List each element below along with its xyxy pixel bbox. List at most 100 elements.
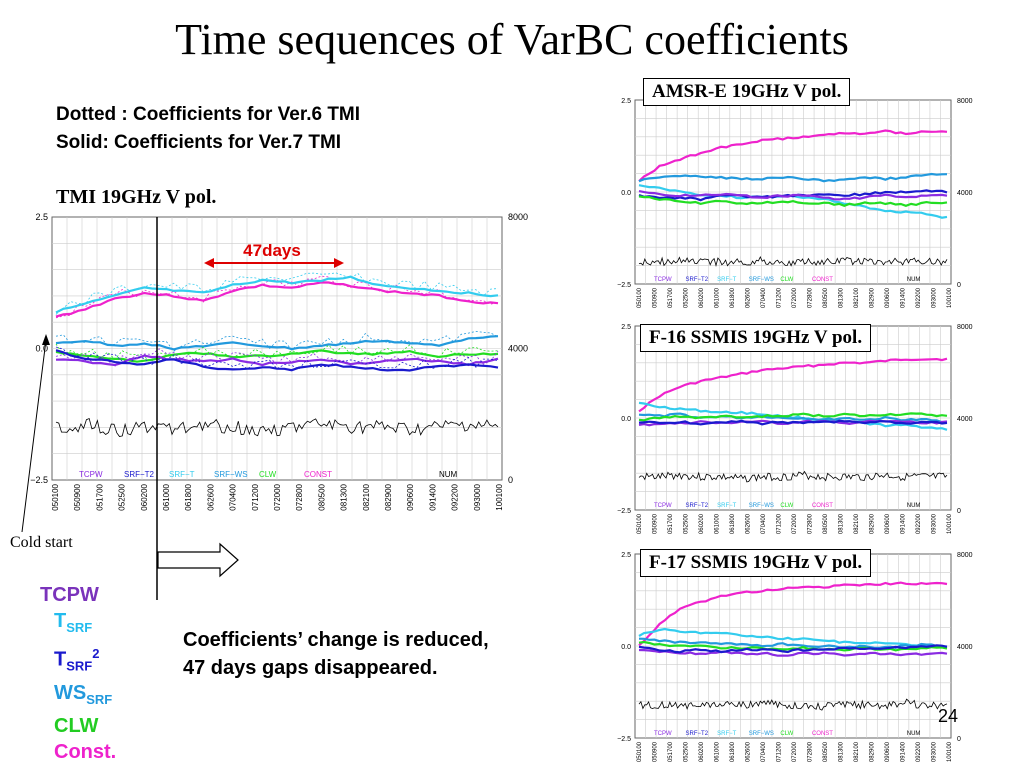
x-tick-label: 062600 <box>206 483 215 510</box>
legend-entry: CLW <box>780 731 793 737</box>
series-line-srft2 <box>638 189 948 202</box>
cold-start-pointer <box>21 339 47 533</box>
series-dotted-srfws <box>55 330 499 352</box>
legend-entry: TCPW <box>654 503 672 509</box>
x-tick-label: 072800 <box>808 513 814 534</box>
x-tick-label: 091400 <box>901 287 907 308</box>
y-tick-left: 2.5 <box>621 552 631 559</box>
x-tick-label: 072800 <box>808 287 814 308</box>
y-tick-left: 0.0 <box>621 190 631 197</box>
series-line-num <box>638 256 948 268</box>
x-tick-label: 061800 <box>730 287 736 308</box>
x-tick-label: 070400 <box>761 513 767 534</box>
y-tick-right: 8000 <box>957 98 973 105</box>
x-tick-label: 082900 <box>384 483 393 510</box>
x-tick-label: 072000 <box>792 513 798 534</box>
y-tick-right: 0 <box>957 508 961 515</box>
x-tick-label: 081300 <box>839 287 845 308</box>
x-tick-label: 082900 <box>870 513 876 534</box>
y-tick-right: 4000 <box>957 644 973 651</box>
x-tick-label: 050100 <box>637 513 643 534</box>
x-tick-label: 082100 <box>362 483 371 510</box>
x-tick-label: 092200 <box>451 483 460 510</box>
x-tick-label: 051700 <box>668 741 674 762</box>
y-tick-right: 4000 <box>508 344 528 354</box>
y-tick-left: −2.5 <box>617 282 631 289</box>
x-tick-label: 061800 <box>184 483 193 510</box>
legend-entry: SRF−WS <box>749 277 774 283</box>
legend-tsrf2: TSRF2 <box>54 646 100 674</box>
x-tick-label: 093000 <box>932 513 938 534</box>
x-tick-label: 060200 <box>699 287 705 308</box>
legend-entry: TCPW <box>654 731 672 737</box>
x-tick-label: 052500 <box>118 483 127 510</box>
x-tick-label: 052500 <box>684 513 690 534</box>
x-tick-label: 091400 <box>901 513 907 534</box>
x-tick-label: 050900 <box>653 287 659 308</box>
legend-tcpw: TCPW <box>40 584 99 606</box>
x-tick-label: 071200 <box>777 741 783 762</box>
series-line-srft2 <box>638 419 948 426</box>
legend-entry: SRF−T <box>169 470 195 479</box>
x-tick-label: 050900 <box>73 483 82 510</box>
series-line-srfws <box>55 335 499 351</box>
legend-entry: SRF−T <box>717 503 737 509</box>
y-tick-right: 0 <box>957 736 961 743</box>
x-tick-label: 050100 <box>637 741 643 762</box>
x-tick-label: 051700 <box>95 483 104 510</box>
x-tick-label: 070400 <box>761 287 767 308</box>
hollow-arrow <box>157 542 239 578</box>
x-tick-label: 090600 <box>885 287 891 308</box>
x-tick-label: 060200 <box>699 741 705 762</box>
x-tick-label: 050900 <box>653 513 659 534</box>
summary-line-1: Coefficients’ change is reduced, <box>183 629 489 651</box>
legend-entry: CONST <box>812 503 833 509</box>
series-dotted-const <box>55 275 499 319</box>
x-tick-label: 092200 <box>916 513 922 534</box>
x-tick-label: 080500 <box>823 287 829 308</box>
x-tick-label: 080500 <box>317 483 326 510</box>
legend-entry: SRF−WS <box>749 731 774 737</box>
series-line-const <box>55 281 499 318</box>
x-tick-label: 052500 <box>684 741 690 762</box>
y-tick-right: 8000 <box>957 552 973 559</box>
x-tick-label: 061800 <box>730 741 736 762</box>
x-tick-label: 061000 <box>162 483 171 510</box>
legend-entry: NUM <box>439 470 458 479</box>
x-tick-label: 061800 <box>730 513 736 534</box>
x-tick-label: 050900 <box>653 741 659 762</box>
f16-chart-title: F-16 SSMIS 19GHz V pol. <box>640 324 872 352</box>
x-tick-label: 061000 <box>715 513 721 534</box>
x-tick-label: 093000 <box>932 287 938 308</box>
x-tick-label: 090600 <box>885 741 891 762</box>
x-tick-label: 093000 <box>932 741 938 762</box>
legend-wssrf: WSSRF <box>54 681 113 707</box>
x-tick-label: 052500 <box>684 287 690 308</box>
tmi-chart-title: TMI 19GHz V pol. <box>56 186 217 208</box>
gap-arrow-head-right <box>334 258 344 268</box>
series-line-tcpw <box>638 190 948 201</box>
legend-entry: NUM <box>907 731 921 737</box>
legend-clw: CLW <box>54 714 99 737</box>
y-tick-right: 8000 <box>508 212 528 222</box>
y-tick-right: 8000 <box>957 324 973 331</box>
series-line-srft2 <box>638 644 948 654</box>
legend-entry: TCPW <box>79 470 103 479</box>
x-tick-label: 100100 <box>495 483 504 510</box>
x-tick-label: 082900 <box>870 741 876 762</box>
x-tick-label: 090600 <box>406 483 415 510</box>
x-tick-label: 071200 <box>251 483 260 510</box>
y-tick-right: 4000 <box>957 416 973 423</box>
x-tick-label: 050100 <box>51 483 60 510</box>
y-tick-left: 2.5 <box>621 324 631 331</box>
y-tick-left: 2.5 <box>35 212 48 222</box>
x-tick-label: 080500 <box>823 741 829 762</box>
x-tick-label: 081300 <box>839 513 845 534</box>
x-tick-label: 100100 <box>947 513 953 534</box>
x-tick-label: 072800 <box>808 741 814 762</box>
x-tick-label: 061000 <box>715 741 721 762</box>
gap-label: 47days <box>243 241 301 260</box>
x-tick-label: 090600 <box>885 513 891 534</box>
legend-tsrf: TSRF <box>54 610 93 635</box>
